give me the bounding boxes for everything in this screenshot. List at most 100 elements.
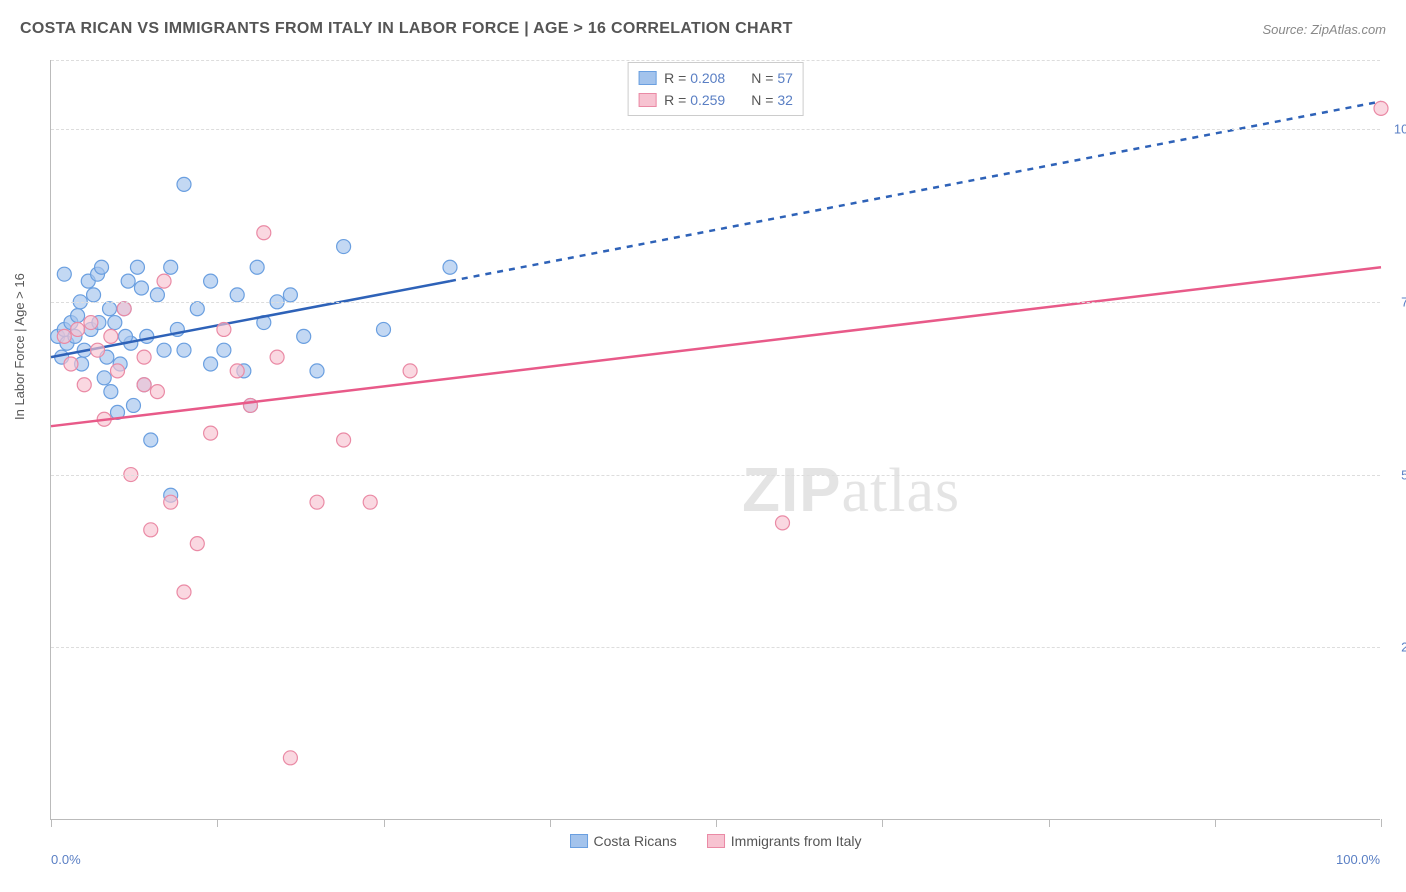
data-point xyxy=(363,495,377,509)
data-point xyxy=(297,329,311,343)
data-point xyxy=(71,322,85,336)
data-point xyxy=(157,274,171,288)
gridline-h xyxy=(51,475,1380,476)
data-point xyxy=(230,364,244,378)
trend-line xyxy=(51,267,1381,426)
legend-r-label: R = 0.208 xyxy=(664,70,725,86)
data-point xyxy=(144,433,158,447)
data-point xyxy=(150,385,164,399)
data-point xyxy=(283,751,297,765)
correlation-legend: R = 0.208 N = 57 R = 0.259 N = 32 xyxy=(627,62,804,116)
data-point xyxy=(443,260,457,274)
data-point xyxy=(177,177,191,191)
legend-swatch xyxy=(570,834,588,848)
data-point xyxy=(377,322,391,336)
gridline-h xyxy=(51,302,1380,303)
data-point xyxy=(403,364,417,378)
data-point xyxy=(164,260,178,274)
x-tick xyxy=(384,819,385,827)
data-point xyxy=(137,378,151,392)
data-point xyxy=(337,433,351,447)
legend-row: R = 0.259 N = 32 xyxy=(638,89,793,111)
legend-label: Costa Ricans xyxy=(594,833,677,849)
x-tick xyxy=(1215,819,1216,827)
data-point xyxy=(126,398,140,412)
legend-n-label: N = 57 xyxy=(751,70,793,86)
data-point xyxy=(230,288,244,302)
data-point xyxy=(144,523,158,537)
data-point xyxy=(164,495,178,509)
data-point xyxy=(104,329,118,343)
data-point xyxy=(157,343,171,357)
y-tick-label: 75.0% xyxy=(1401,294,1406,309)
legend-swatch xyxy=(707,834,725,848)
data-point xyxy=(310,495,324,509)
x-tick xyxy=(550,819,551,827)
legend-item: Costa Ricans xyxy=(570,833,677,849)
data-point xyxy=(776,516,790,530)
data-point xyxy=(250,260,264,274)
x-tick xyxy=(882,819,883,827)
series-legend: Costa Ricans Immigrants from Italy xyxy=(570,833,862,849)
y-tick-label: 100.0% xyxy=(1394,122,1406,137)
legend-n-label: N = 32 xyxy=(751,92,793,108)
data-point xyxy=(130,260,144,274)
legend-row: R = 0.208 N = 57 xyxy=(638,67,793,89)
y-tick-label: 25.0% xyxy=(1401,640,1406,655)
chart-title: COSTA RICAN VS IMMIGRANTS FROM ITALY IN … xyxy=(20,20,793,38)
data-point xyxy=(177,343,191,357)
x-tick-label: 100.0% xyxy=(1336,852,1380,867)
data-point xyxy=(337,240,351,254)
data-point xyxy=(190,537,204,551)
data-point xyxy=(104,385,118,399)
data-point xyxy=(257,226,271,240)
data-point xyxy=(190,302,204,316)
x-tick xyxy=(217,819,218,827)
x-tick xyxy=(716,819,717,827)
scatter-plot-svg xyxy=(51,60,1380,819)
gridline-h xyxy=(51,60,1380,61)
data-point xyxy=(310,364,324,378)
data-point xyxy=(204,274,218,288)
data-point xyxy=(204,357,218,371)
data-point xyxy=(177,585,191,599)
data-point xyxy=(77,378,91,392)
legend-r-label: R = 0.259 xyxy=(664,92,725,108)
gridline-h xyxy=(51,647,1380,648)
source-attribution: Source: ZipAtlas.com xyxy=(1262,22,1386,37)
data-point xyxy=(217,322,231,336)
legend-swatch xyxy=(638,71,656,85)
legend-swatch xyxy=(638,93,656,107)
data-point xyxy=(91,343,105,357)
data-point xyxy=(64,357,78,371)
data-point xyxy=(117,302,131,316)
data-point xyxy=(204,426,218,440)
data-point xyxy=(87,288,101,302)
data-point xyxy=(137,350,151,364)
legend-item: Immigrants from Italy xyxy=(707,833,862,849)
data-point xyxy=(97,371,111,385)
data-point xyxy=(134,281,148,295)
y-tick-label: 50.0% xyxy=(1401,467,1406,482)
data-point xyxy=(95,260,109,274)
data-point xyxy=(103,302,117,316)
data-point xyxy=(121,274,135,288)
data-point xyxy=(217,343,231,357)
data-point xyxy=(57,329,71,343)
data-point xyxy=(150,288,164,302)
data-point xyxy=(71,309,85,323)
x-tick xyxy=(1049,819,1050,827)
chart-plot-area: R = 0.208N = 57R = 0.259N = 32 ZIPatlas … xyxy=(50,60,1380,820)
data-point xyxy=(57,267,71,281)
data-point xyxy=(108,316,122,330)
data-point xyxy=(140,329,154,343)
x-tick xyxy=(1381,819,1382,827)
x-tick xyxy=(51,819,52,827)
x-tick-label: 0.0% xyxy=(51,852,81,867)
y-axis-label: In Labor Force | Age > 16 xyxy=(12,273,27,420)
data-point xyxy=(84,316,98,330)
data-point xyxy=(111,364,125,378)
legend-label: Immigrants from Italy xyxy=(731,833,862,849)
data-point xyxy=(270,350,284,364)
gridline-h xyxy=(51,129,1380,130)
